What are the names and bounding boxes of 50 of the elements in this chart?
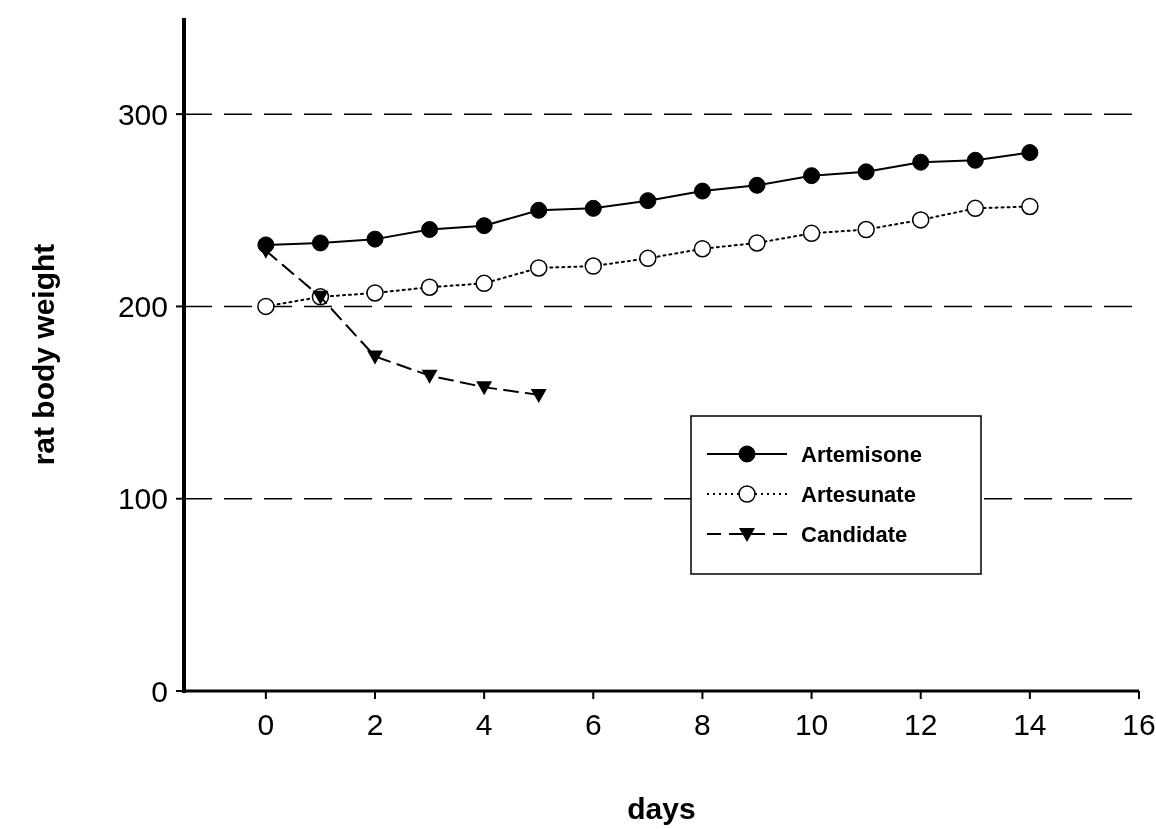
point: [693, 182, 711, 200]
point: [639, 249, 657, 268]
point: [748, 176, 766, 194]
point: [748, 234, 766, 252]
x-tick-label: 16: [1122, 708, 1156, 741]
x-tick-label: 14: [1013, 708, 1047, 741]
point: [966, 199, 985, 218]
point: [530, 388, 547, 403]
point: [475, 274, 493, 293]
point: [966, 151, 984, 169]
point: [857, 220, 875, 239]
y-tick-label: 0: [151, 674, 168, 708]
point: [1021, 197, 1039, 216]
point: [803, 167, 821, 185]
point: [367, 350, 383, 365]
x-axis-title: days: [627, 792, 696, 825]
y-tick-label: 200: [117, 289, 168, 323]
legend-label: Candidate: [801, 521, 908, 547]
point: [420, 278, 439, 296]
point: [693, 239, 712, 258]
point: [584, 257, 603, 275]
point: [529, 259, 548, 277]
point: [366, 284, 384, 302]
point: [366, 230, 384, 248]
x-tick-label: 0: [257, 708, 275, 741]
y-tick-label: 100: [117, 482, 168, 516]
point: [530, 201, 548, 219]
y-tick-label: 300: [117, 97, 168, 131]
point: [475, 217, 493, 235]
point: [802, 224, 821, 243]
x-tick-label: 2: [366, 708, 384, 741]
point: [311, 234, 329, 252]
x-tick-label: 6: [584, 708, 602, 741]
point: [911, 211, 930, 229]
legend-label: Artemisone: [801, 441, 923, 467]
point: [857, 163, 875, 181]
x-tick-label: 4: [475, 708, 493, 741]
x-tick-label: 10: [794, 708, 829, 741]
x-tick-label: 8: [694, 708, 711, 741]
point: [257, 297, 275, 316]
y-axis-title: rat body weight: [27, 243, 60, 466]
point: [421, 221, 439, 239]
point: [584, 199, 602, 217]
point: [639, 192, 657, 210]
legend-label: Artesunate: [801, 481, 916, 507]
point: [912, 153, 930, 171]
point: [1021, 144, 1039, 162]
point: [421, 369, 438, 384]
x-tick-label: 12: [904, 708, 938, 741]
point: [476, 381, 493, 396]
